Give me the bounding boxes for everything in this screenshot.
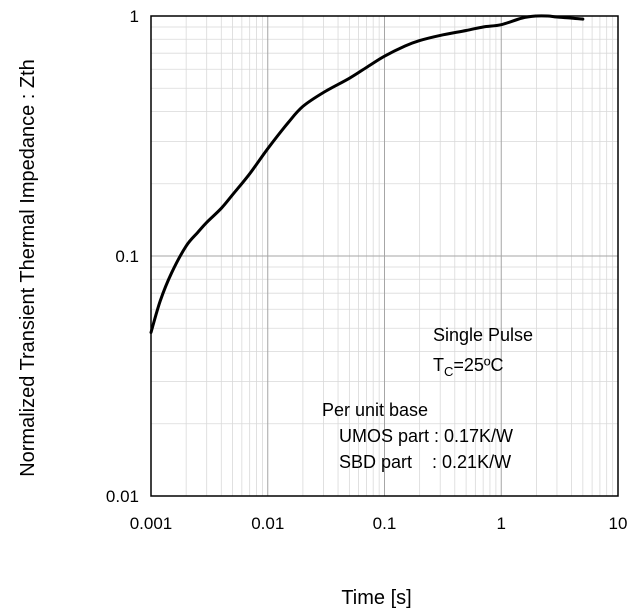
y-tick-label: 0.1 — [115, 247, 139, 266]
annotation-sbd-part: SBD part : 0.21K/W — [339, 452, 511, 472]
annotation-umos-part: UMOS part : 0.17K/W — [339, 426, 513, 446]
y-tick-label: 1 — [130, 7, 139, 26]
x-tick-label: 0.1 — [373, 514, 397, 533]
x-tick-label: 0.01 — [251, 514, 284, 533]
x-tick-label: 0.001 — [130, 514, 173, 533]
annotation-per-unit-base: Per unit base — [322, 400, 428, 420]
tc-subscript: C — [444, 364, 453, 379]
plot-frame — [150, 15, 619, 497]
tc-value: =25ºC — [453, 355, 503, 375]
y-tick-labels: 0.01 0.1 1 — [106, 7, 139, 506]
y-axis-title: Normalized Transient Thermal Impedance :… — [17, 59, 39, 477]
x-tick-labels: 0.001 0.01 0.1 1 10 — [130, 514, 628, 533]
tc-symbol: T — [433, 355, 444, 375]
zth-curve — [149, 14, 585, 334]
x-tick-label: 1 — [497, 514, 506, 533]
x-tick-label: 10 — [609, 514, 628, 533]
x-axis-title: Time [s] — [341, 587, 411, 609]
annotation-case-temperature: TC=25ºC — [433, 355, 504, 379]
annotation-single-pulse: Single Pulse — [433, 325, 533, 345]
y-tick-label: 0.01 — [106, 487, 139, 506]
